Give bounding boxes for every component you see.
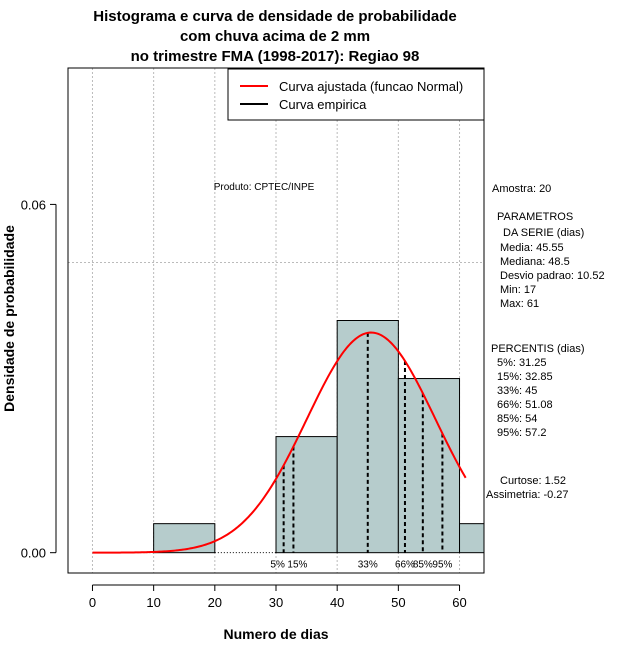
y-tick-label: 0.00 bbox=[21, 546, 46, 561]
stats-line: Mediana: 48.5 bbox=[500, 256, 570, 268]
stats-line: 66%: 51.08 bbox=[497, 399, 553, 411]
percentile-label: 85% bbox=[413, 560, 433, 571]
stats-line: 5%: 31.25 bbox=[497, 357, 547, 369]
stats-line: Assimetria: -0.27 bbox=[486, 489, 569, 501]
chart-title-line: com chuva acima de 2 mm bbox=[180, 28, 370, 45]
stats-line: PARAMETROS bbox=[497, 211, 573, 223]
histogram-bar bbox=[153, 523, 216, 554]
percentile-label: 33% bbox=[358, 560, 378, 571]
stats-line: Min: 17 bbox=[500, 284, 536, 296]
percentile-label: 95% bbox=[432, 560, 452, 571]
stats-line: Desvio padrao: 10.52 bbox=[500, 270, 605, 282]
x-tick-label: 40 bbox=[330, 595, 344, 610]
normal-density-curve bbox=[92, 331, 467, 554]
stats-line: Max: 61 bbox=[500, 298, 539, 310]
legend-label: Curva ajustada (funcao Normal) bbox=[279, 79, 463, 94]
stats-line: Amostra: 20 bbox=[492, 183, 551, 195]
plot-frame bbox=[67, 67, 485, 574]
stats-line: Media: 45.55 bbox=[500, 242, 564, 254]
legend-label: Curva empirica bbox=[279, 97, 367, 112]
stats-line: Curtose: 1.52 bbox=[500, 475, 566, 487]
legend-box bbox=[227, 68, 485, 121]
histogram-bar bbox=[275, 436, 338, 554]
y-tick-label: 0.06 bbox=[21, 197, 46, 212]
stats-line: 95%: 57.2 bbox=[497, 427, 547, 439]
histogram-bar bbox=[459, 523, 485, 554]
stats-line: 33%: 45 bbox=[497, 385, 537, 397]
x-tick-label: 10 bbox=[146, 595, 160, 610]
percentile-label: 15% bbox=[287, 560, 307, 571]
x-tick-label: 0 bbox=[89, 595, 96, 610]
y-axis-label: Densidade de probabilidade bbox=[1, 225, 17, 412]
product-annotation: Produto: CPTEC/INPE bbox=[214, 182, 315, 193]
stats-line: 85%: 54 bbox=[497, 413, 537, 425]
percentile-label: 66% bbox=[395, 560, 415, 571]
x-tick-label: 20 bbox=[208, 595, 222, 610]
stats-line: 15%: 32.85 bbox=[497, 371, 553, 383]
chart-title-line: Histograma e curva de densidade de proba… bbox=[93, 8, 456, 25]
x-tick-label: 60 bbox=[452, 595, 466, 610]
x-tick-label: 30 bbox=[269, 595, 283, 610]
percentile-label: 5% bbox=[270, 560, 285, 571]
x-axis-label: Numero de dias bbox=[223, 626, 328, 642]
stats-line: DA SERIE (dias) bbox=[503, 227, 584, 239]
stats-line: PERCENTIS (dias) bbox=[491, 343, 585, 355]
chart-title-line: no trimestre FMA (1998-2017): Regiao 98 bbox=[131, 48, 420, 65]
x-tick-label: 50 bbox=[391, 595, 405, 610]
